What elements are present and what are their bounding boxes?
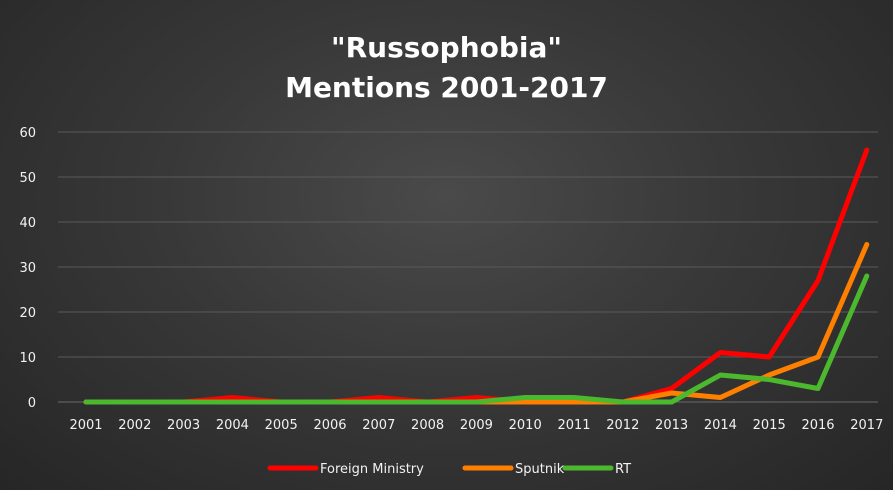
y-tick-label: 60	[19, 126, 36, 141]
legend-label: Sputnik	[515, 462, 565, 477]
series-line-rt	[83, 273, 870, 405]
x-tick-label: 2010	[509, 418, 542, 433]
series-lines	[83, 147, 870, 405]
x-axis-ticks: 2001 2002 2003 2004 2005 2006 2007 2008 2009 2010…	[69, 418, 883, 433]
series-line-foreign-ministry	[83, 147, 870, 405]
x-tick-label: 2015	[753, 418, 786, 433]
x-tick-label: 2017	[850, 418, 883, 433]
y-tick-label: 20	[19, 306, 36, 321]
x-tick-label: 2006	[313, 418, 346, 433]
x-tick-label: 2001	[69, 418, 102, 433]
y-axis-ticks: 0 10 20 30 40 50 60	[19, 126, 36, 411]
x-tick-label: 2013	[655, 418, 688, 433]
chart-subtitle: Mentions 2001-2017	[285, 71, 608, 104]
x-tick-label: 2008	[411, 418, 444, 433]
legend-label: RT	[615, 462, 631, 477]
gridlines	[58, 131, 878, 403]
x-tick-label: 2016	[801, 418, 834, 433]
y-tick-label: 10	[19, 351, 36, 366]
x-tick-label: 2007	[362, 418, 395, 433]
x-tick-label: 2009	[460, 418, 493, 433]
x-tick-label: 2005	[265, 418, 298, 433]
legend: Foreign Ministry Sputnik RT	[267, 462, 631, 477]
y-tick-label: 40	[19, 216, 36, 231]
y-tick-label: 50	[19, 171, 36, 186]
x-tick-label: 2014	[704, 418, 737, 433]
x-tick-label: 2012	[606, 418, 639, 433]
x-tick-label: 2004	[216, 418, 249, 433]
legend-label: Foreign Ministry	[320, 462, 424, 477]
chart-title: "Russophobia"	[331, 31, 562, 64]
x-tick-label: 2011	[557, 418, 590, 433]
y-tick-label: 30	[19, 261, 36, 276]
y-tick-label: 0	[28, 396, 36, 411]
x-tick-label: 2002	[118, 418, 151, 433]
x-tick-label: 2003	[167, 418, 200, 433]
